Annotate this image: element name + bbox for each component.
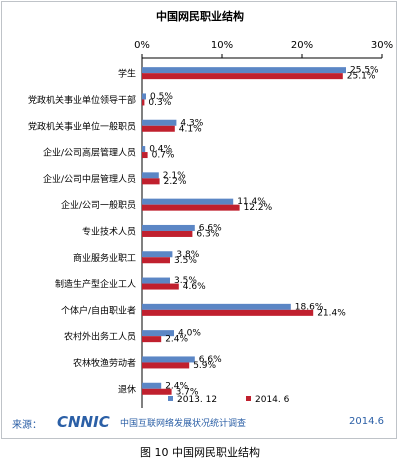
bar-series1: [142, 119, 177, 126]
data-label: 3.5%: [174, 256, 197, 266]
bar-series2: [142, 336, 162, 343]
data-label: 6.6%: [199, 223, 222, 233]
occupation-bar-chart: 中国网民职业结构 0% 10% 20% 30% 学生 25.5%25.1% 党政机关事业单位领…: [28, 9, 393, 408]
figure-caption: 图 10 中国网民职业结构: [140, 446, 260, 459]
legend-label: 2013. 12: [177, 395, 217, 405]
source-label: 来源：: [12, 420, 42, 431]
bar-series2: [142, 178, 160, 185]
bar-series2: [142, 99, 145, 106]
data-label: 6.6%: [199, 355, 222, 365]
data-label: 0.3%: [148, 98, 171, 108]
bar-series2: [142, 283, 179, 290]
x-tick-label: 20%: [291, 40, 313, 51]
legend-swatch: [246, 396, 251, 401]
data-label: 0.7%: [152, 151, 175, 161]
bar-series1: [142, 382, 162, 389]
category-label: 企业/公司高层管理人员: [43, 147, 136, 159]
bar-series2: [142, 204, 240, 211]
bar-series1: [142, 303, 291, 310]
bar-series2: [142, 73, 343, 80]
bar-series2: [142, 125, 175, 132]
data-label: 2.4%: [165, 335, 188, 345]
data-label: 21.4%: [317, 308, 346, 318]
category-label: 退休: [118, 383, 136, 395]
data-label: 0.4%: [149, 145, 172, 155]
data-label: 18.6%: [295, 302, 324, 312]
source-footer: 来源： CNNIC 中国互联网络发展状况统计调查 2014.6: [2, 408, 398, 436]
cnnic-logo-text: CNNIC: [57, 413, 110, 431]
x-tick-label: 30%: [371, 40, 393, 51]
source-year: 2014.6: [349, 416, 384, 427]
cnnic-logo: CNNIC: [57, 413, 110, 431]
category-label: 农村外出务工人员: [64, 331, 136, 343]
data-label: 0.5%: [150, 92, 173, 102]
data-label: 12.2%: [244, 203, 273, 213]
bar-series1: [142, 251, 173, 258]
data-label: 2.4%: [165, 381, 188, 391]
data-label: 3.8%: [176, 250, 199, 260]
data-label: 4.0%: [178, 329, 201, 339]
data-label: 25.1%: [347, 72, 376, 82]
category-label: 企业/公司一般职员: [61, 199, 136, 211]
category-label: 制造生产型企业工人: [55, 278, 136, 290]
bar-series2: [142, 257, 170, 264]
data-label: 3.7%: [176, 387, 199, 397]
data-label: 2.1%: [163, 171, 186, 181]
category-label: 党政机关事业单位领导干部: [28, 94, 136, 106]
data-label: 6.3%: [196, 229, 219, 239]
legend-swatch: [168, 396, 173, 401]
category-label: 党政机关事业单位一般职员: [28, 120, 136, 132]
category-label: 商业服务业职工: [73, 252, 136, 264]
data-label: 4.6%: [183, 282, 206, 292]
data-label: 3.5%: [174, 276, 197, 286]
bar-series2: [142, 152, 148, 159]
bar-series1: [142, 330, 174, 337]
category-label: 农林牧渔劳动者: [73, 357, 136, 369]
bar-series1: [142, 67, 346, 74]
bar-series2: [142, 230, 193, 237]
bar-series1: [142, 146, 146, 153]
data-label: 25.5%: [350, 66, 379, 76]
bar-series1: [142, 224, 195, 231]
bar-series1: [142, 93, 146, 100]
bar-series1: [142, 172, 159, 179]
bar-series1: [142, 198, 234, 205]
category-label: 学生: [118, 68, 136, 80]
x-tick-label: 0%: [134, 40, 150, 51]
legend-label: 2014. 6: [255, 395, 290, 405]
chart-frame: 中国网民职业结构 0% 10% 20% 30% 学生 25.5% 25.1% 党政机关事业单位领…: [1, 1, 397, 439]
data-label: 2.2%: [164, 177, 187, 187]
bar-series2: [142, 362, 190, 369]
data-label: 4.3%: [180, 118, 203, 128]
bar-series1: [142, 277, 170, 284]
chart-title: 中国网民职业结构: [156, 9, 244, 23]
category-label: 企业/公司中层管理人员: [43, 173, 136, 185]
category-label: 专业技术人员: [82, 225, 136, 237]
source-text: 中国互联网络发展状况统计调查: [120, 419, 247, 429]
category-label: 个体户/自由职业者: [61, 304, 136, 316]
bar-series1: [142, 356, 195, 363]
data-label: 4.1%: [179, 124, 202, 134]
data-label: 11.4%: [237, 197, 266, 207]
bar-series2: [142, 309, 314, 316]
x-tick-label: 10%: [211, 40, 233, 51]
bar-series2: [142, 388, 172, 395]
data-label: 5.9%: [193, 361, 216, 371]
